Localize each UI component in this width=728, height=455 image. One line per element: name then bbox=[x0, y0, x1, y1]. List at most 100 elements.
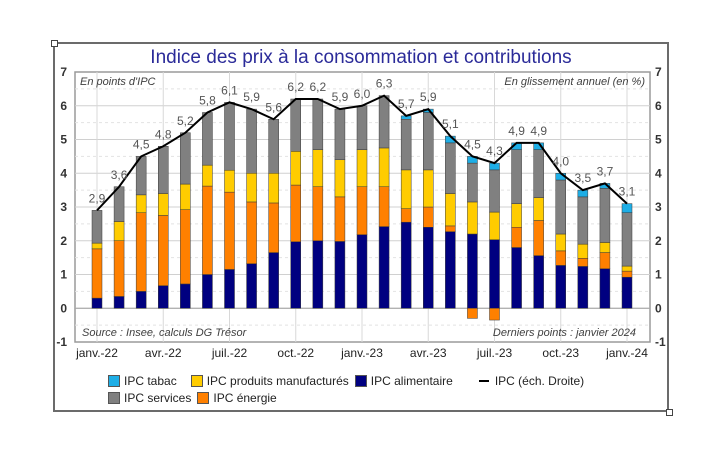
data-label: 2,9 bbox=[89, 191, 106, 205]
bar-segment-ipc-alimentaire bbox=[224, 269, 235, 309]
bar-segment-ipc-nergie bbox=[423, 206, 434, 228]
bar-segment-ipc-services bbox=[489, 169, 500, 213]
chart-legend: IPC tabac IPC produits manufacturés IPC … bbox=[108, 372, 590, 406]
x-tick-label: oct.-23 bbox=[542, 346, 579, 360]
bar-segment-ipc-produits-manufactur-s bbox=[113, 221, 125, 241]
legend-swatch-energie bbox=[197, 391, 210, 404]
bar-segment-ipc-produits-manufactur-s bbox=[290, 151, 301, 186]
x-tick-label: oct.-22 bbox=[277, 346, 314, 360]
bar-segment-ipc-services bbox=[555, 179, 566, 235]
data-label: 5,9 bbox=[243, 90, 260, 104]
bar-segment-ipc-alimentaire bbox=[180, 283, 191, 309]
x-tick-label: juil.-22 bbox=[211, 346, 248, 360]
bar-segment-ipc-services bbox=[599, 188, 611, 243]
bar-segment-ipc-services bbox=[312, 98, 324, 150]
bar-segment-ipc-alimentaire bbox=[290, 241, 301, 309]
bar-segment-ipc-nergie bbox=[135, 212, 147, 292]
legend-item-alimentaire: IPC alimentaire bbox=[354, 374, 453, 388]
bar-segment-ipc-produits-manufactur-s bbox=[246, 173, 257, 203]
x-tick-label: avr.-23 bbox=[410, 346, 447, 360]
bar-segment-ipc-alimentaire bbox=[334, 241, 346, 309]
y-tick-label-right: 6 bbox=[655, 99, 662, 113]
data-label: 6,0 bbox=[354, 87, 371, 101]
bar-segment-ipc-services bbox=[400, 119, 412, 171]
bar-segment-ipc-alimentaire bbox=[246, 263, 257, 309]
legend-swatch-tabac bbox=[108, 374, 120, 387]
bar-segment-ipc-nergie bbox=[334, 196, 346, 242]
bar-segment-ipc-services bbox=[290, 98, 301, 152]
bar-segment-ipc-nergie bbox=[113, 240, 125, 297]
bar-segment-ipc-services bbox=[246, 108, 257, 174]
bar-segment-ipc-nergie bbox=[202, 185, 213, 275]
data-label: 3,1 bbox=[619, 185, 636, 199]
bar-segment-ipc-services bbox=[224, 102, 235, 171]
bar-segment-ipc-produits-manufactur-s bbox=[423, 169, 434, 208]
bar-segment-ipc-nergie bbox=[312, 186, 324, 241]
bar-segment-ipc-produits-manufactur-s bbox=[400, 169, 412, 209]
y-tick-label-left: 4 bbox=[60, 166, 67, 180]
data-label: 4,9 bbox=[530, 124, 547, 138]
bar-segment-ipc-alimentaire bbox=[423, 227, 434, 309]
bar-segment-ipc-alimentaire bbox=[158, 285, 169, 309]
bar-segment-ipc-alimentaire bbox=[555, 265, 566, 309]
bar-segment-ipc-nergie bbox=[555, 250, 566, 266]
bar-segment-ipc-produits-manufactur-s bbox=[555, 233, 566, 252]
bar-segment-ipc-nergie bbox=[533, 220, 544, 256]
bar-segment-ipc-alimentaire bbox=[467, 233, 478, 309]
legend-item-services: IPC services bbox=[108, 391, 191, 405]
bar-segment-ipc-services bbox=[423, 112, 434, 171]
legend-swatch-services bbox=[108, 391, 120, 404]
bar-segment-ipc-services bbox=[334, 108, 346, 160]
bar-segment-ipc-services bbox=[180, 132, 191, 185]
data-label: 5,1 bbox=[442, 117, 459, 131]
data-label: 4,0 bbox=[552, 154, 569, 168]
bar-segment-ipc-services bbox=[113, 186, 125, 222]
bar-segment-ipc-alimentaire bbox=[378, 226, 390, 309]
bar-segment-ipc-produits-manufactur-s bbox=[577, 243, 589, 259]
bar-segment-ipc-nergie bbox=[91, 248, 103, 299]
resize-handle-top-left[interactable] bbox=[51, 40, 58, 47]
legend-item-manufactures: IPC produits manufacturés bbox=[190, 374, 349, 388]
bar-segment-ipc-alimentaire bbox=[356, 234, 368, 309]
data-label: 3,5 bbox=[574, 171, 591, 185]
legend-item-energie: IPC énergie bbox=[197, 391, 277, 405]
bar-segment-ipc-services bbox=[378, 95, 390, 149]
bar-segment-ipc-services bbox=[356, 105, 368, 150]
resize-handle-bottom-right[interactable] bbox=[666, 409, 673, 416]
bar-segment-ipc-nergie bbox=[511, 227, 522, 248]
bar-segment-ipc-alimentaire bbox=[599, 268, 611, 309]
bar-segment-ipc-produits-manufactur-s bbox=[202, 164, 213, 187]
bar-segment-ipc-produits-manufactur-s bbox=[224, 169, 235, 193]
bar-segment-ipc-produits-manufactur-s bbox=[467, 201, 478, 235]
bar-segment-ipc-produits-manufactur-s bbox=[378, 147, 390, 187]
bar-segment-ipc-produits-manufactur-s bbox=[334, 159, 346, 198]
data-label: 3,7 bbox=[597, 164, 614, 178]
bar-segment-ipc-tabac bbox=[621, 203, 633, 213]
data-label: 6,2 bbox=[287, 80, 304, 94]
bar-segment-ipc-services bbox=[577, 196, 589, 245]
last-points-note: Derniers points : janvier 2024 bbox=[493, 327, 636, 339]
bar-segment-ipc-alimentaire bbox=[445, 231, 456, 309]
bar-segment-ipc-services bbox=[467, 162, 478, 203]
bar-segment-ipc-nergie bbox=[467, 308, 478, 319]
data-label: 5,7 bbox=[398, 97, 415, 111]
data-label: 5,2 bbox=[177, 114, 194, 128]
bar-segment-ipc-services bbox=[511, 149, 522, 204]
bar-segment-ipc-services bbox=[533, 149, 544, 198]
bar-segment-ipc-produits-manufactur-s bbox=[489, 211, 500, 240]
bar-segment-ipc-alimentaire bbox=[91, 297, 103, 309]
chart-frame[interactable] bbox=[53, 42, 669, 412]
bar-segment-ipc-nergie bbox=[445, 225, 456, 232]
bar-segment-ipc-produits-manufactur-s bbox=[445, 193, 456, 227]
bar-segment-ipc-nergie bbox=[356, 186, 368, 235]
source-note: Source : Insee, calculs DG Trésor bbox=[82, 327, 248, 339]
y-tick-label-right: 3 bbox=[655, 200, 662, 214]
bar-segment-ipc-services bbox=[445, 142, 456, 194]
y-tick-label-left: 0 bbox=[60, 301, 67, 315]
left-axis-annotation: En points d'IPC bbox=[80, 76, 156, 88]
data-label: 4,5 bbox=[133, 137, 150, 151]
bar-segment-ipc-services bbox=[91, 210, 103, 244]
y-tick-label-left: 7 bbox=[60, 65, 67, 79]
bar-segment-ipc-nergie bbox=[180, 209, 191, 285]
y-tick-label-right: 1 bbox=[655, 268, 662, 282]
